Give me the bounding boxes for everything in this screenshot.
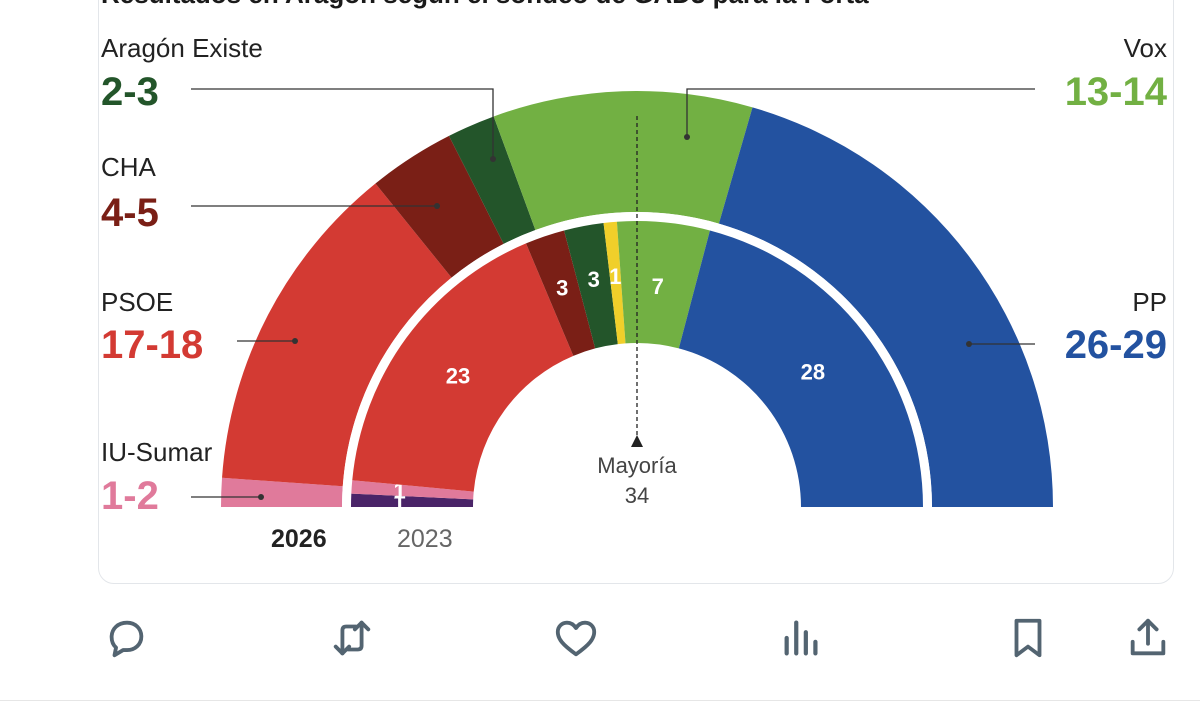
bookmark-button[interactable] (1000, 616, 1056, 660)
seat-arc-2026-vox (493, 91, 753, 231)
repost-button[interactable] (324, 616, 380, 660)
views-button[interactable] (774, 616, 830, 660)
like-icon (555, 620, 597, 657)
seat-label-2023: 23 (446, 364, 470, 389)
leader-dot-iu-sumar (258, 494, 264, 500)
leader-line-aragon-existe (191, 88, 494, 159)
seat-label-2023: 7 (652, 274, 664, 299)
party-name-vox: Vox (1124, 33, 1167, 63)
chart-title: Resultados en Aragón según el sondeo de … (101, 0, 869, 10)
seat-arc-2023-cha (526, 230, 596, 356)
party-name-pp: PP (1132, 287, 1167, 317)
leader-dot-vox (684, 134, 690, 140)
seat-arc-2023-teruel-existe (564, 222, 618, 349)
seat-arc-2023-vox (616, 221, 710, 349)
seat-label-2023: 28 (801, 360, 825, 385)
leader-dot-pp (966, 341, 972, 347)
majority-value: 34 (625, 483, 649, 508)
party-range-vox: 13-14 (1065, 70, 1168, 114)
like-button[interactable] (548, 616, 604, 660)
leader-line-vox (686, 88, 1035, 137)
leader-dot-cha (434, 203, 440, 209)
seat-label-2023: 3 (556, 275, 568, 300)
seat-label-2023: 1 (609, 264, 621, 289)
leader-dot-psoe (292, 338, 298, 344)
leader-dot-aragon-existe (490, 156, 496, 162)
reply-button[interactable] (98, 616, 154, 660)
party-range-cha: 4-5 (101, 191, 159, 235)
party-name-cha: CHA (101, 152, 157, 182)
ring-year-2026: 2026 (271, 525, 327, 553)
divider (0, 700, 1200, 701)
seat-arc-2023-par (603, 221, 626, 345)
party-range-psoe: 17-18 (101, 323, 203, 367)
ring-year-2023: 2023 (397, 525, 453, 553)
party-range-pp: 26-29 (1065, 323, 1167, 367)
share-button[interactable] (1120, 616, 1176, 660)
seat-arc-2023-iu (351, 480, 474, 500)
bookmark-icon (1014, 618, 1042, 658)
seat-arc-2026-pp (718, 107, 1053, 507)
seat-arc-2023-psoe (352, 243, 574, 492)
share-icon (1130, 618, 1166, 656)
views-icon (784, 620, 818, 656)
party-name-aragon-existe: Aragón Existe (101, 33, 263, 63)
seat-label-2023: 3 (588, 267, 600, 292)
party-name-iu-sumar: IU-Sumar (101, 437, 213, 467)
majority-label: Mayoría (597, 453, 677, 478)
reply-icon (109, 620, 144, 658)
post-action-bar (0, 600, 1200, 676)
seat-arc-2026-iu-sumar (221, 477, 343, 507)
party-name-psoe: PSOE (101, 287, 173, 317)
seat-arc-2026-psoe (222, 183, 452, 487)
party-range-aragon-existe: 2-3 (101, 70, 159, 114)
seat-arc-2023-pp (678, 230, 923, 508)
seat-arc-2023-podemos (351, 493, 474, 507)
majority-arrow (631, 435, 643, 447)
repost-icon (333, 620, 371, 656)
post-media-card[interactable]: Resultados en Aragón según el sondeo de … (98, 0, 1174, 584)
seat-arc-2026-aragon-existe (449, 116, 536, 244)
party-range-iu-sumar: 1-2 (101, 474, 159, 518)
